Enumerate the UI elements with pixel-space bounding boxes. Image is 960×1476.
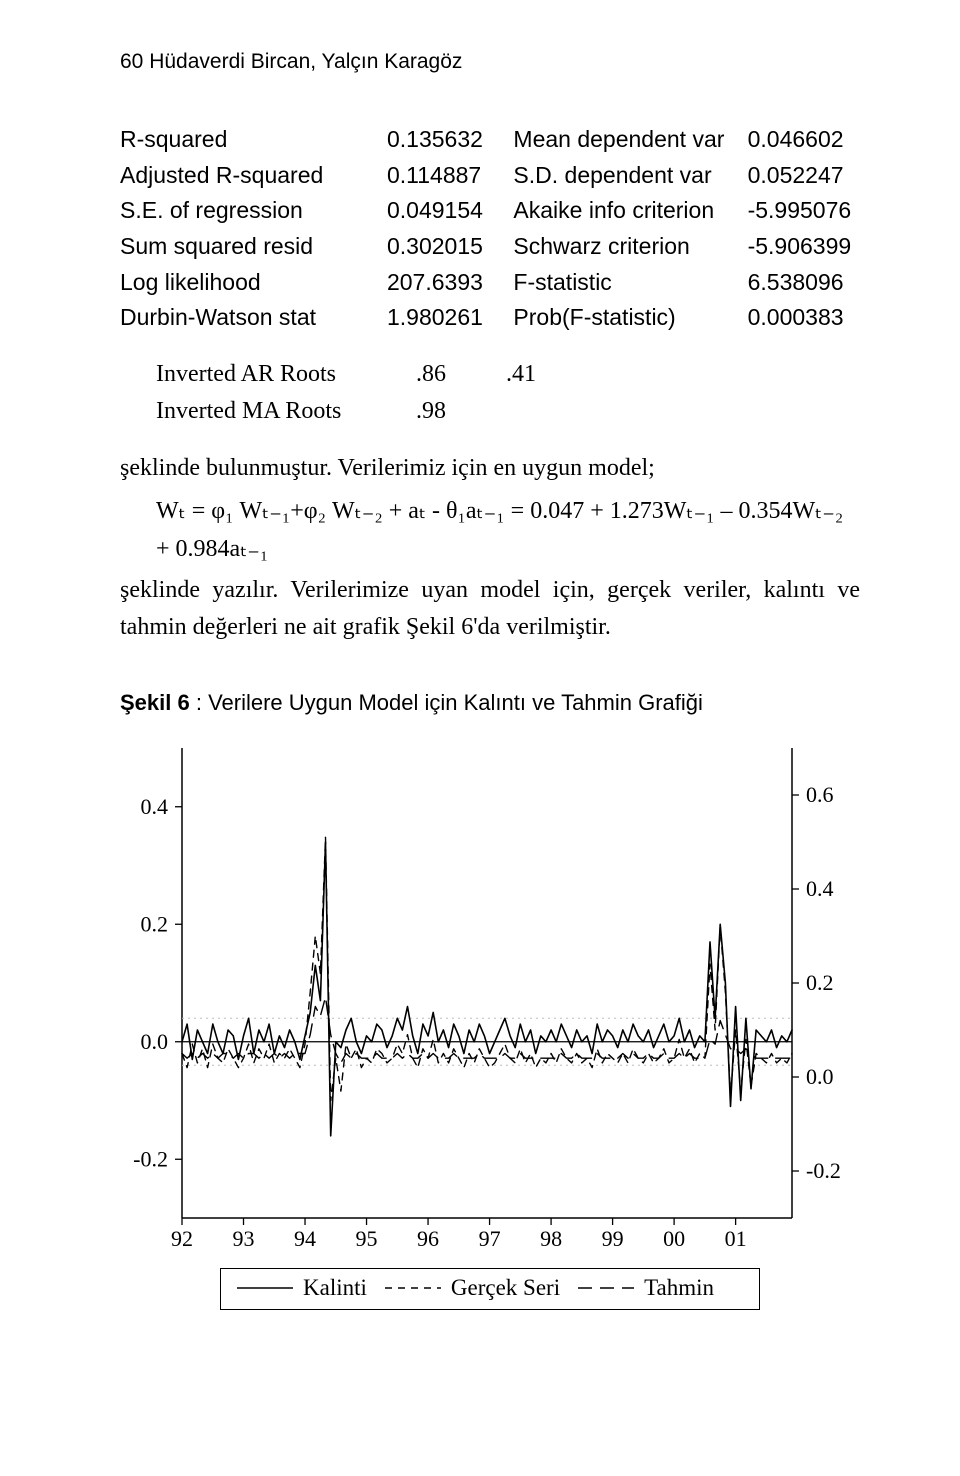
stats-cell: Akaike info criterion (513, 193, 747, 229)
roots-cell: Inverted AR Roots (156, 356, 416, 393)
roots-cell (506, 393, 596, 430)
legend-label-residual: Kalinti (303, 1275, 367, 1301)
roots-cell: .86 (416, 356, 506, 393)
roots-cell: .98 (416, 393, 506, 430)
svg-text:01: 01 (725, 1226, 747, 1251)
stats-cell: 6.538096 (748, 265, 860, 301)
svg-text:92: 92 (171, 1226, 193, 1251)
stats-cell: 0.000383 (748, 300, 860, 336)
stats-cell: 0.135632 (387, 122, 513, 158)
stats-cell: 207.6393 (387, 265, 513, 301)
stats-cell: 0.302015 (387, 229, 513, 265)
stats-cell: -5.906399 (748, 229, 860, 265)
stats-cell: 0.046602 (748, 122, 860, 158)
figure-caption: Şekil 6 : Verilere Uygun Model için Kalı… (120, 690, 860, 716)
svg-text:0.0: 0.0 (141, 1029, 169, 1054)
svg-text:-0.2: -0.2 (133, 1146, 168, 1171)
stats-cell: F-statistic (513, 265, 747, 301)
model-equation: Wₜ = φ₁ Wₜ₋₁+φ₂ Wₜ₋₂ + aₜ - θ₁aₜ₋₁ = 0.0… (156, 493, 860, 567)
body-paragraph-1: şeklinde bulunmuştur. Verilerimiz için e… (120, 450, 860, 487)
chart-svg: -0.2 0.0 0.2 0.4 -0.2 0.0 0.2 0.4 0.6 92 93 94 95 96 9… (120, 738, 860, 1258)
legend-item-fitted: Tahmin (578, 1275, 714, 1301)
stats-cell: R-squared (120, 122, 387, 158)
stats-cell: S.D. dependent var (513, 158, 747, 194)
stats-cell: 0.049154 (387, 193, 513, 229)
stats-cell: -5.995076 (748, 193, 860, 229)
page-header: 60 Hüdaverdi Bircan, Yalçın Karagöz (120, 50, 860, 74)
svg-text:0.4: 0.4 (806, 876, 834, 901)
stats-cell: 1.980261 (387, 300, 513, 336)
stats-cell: Adjusted R-squared (120, 158, 387, 194)
svg-text:93: 93 (233, 1226, 255, 1251)
regression-stats-table: R-squared0.135632Mean dependent var0.046… (120, 122, 860, 336)
svg-text:-0.2: -0.2 (806, 1158, 841, 1183)
inverted-roots-table: Inverted AR Roots.86.41 Inverted MA Roots… (156, 356, 860, 430)
svg-text:97: 97 (479, 1226, 501, 1251)
svg-text:0.2: 0.2 (141, 911, 169, 936)
svg-text:0.0: 0.0 (806, 1064, 834, 1089)
stats-cell: Prob(F-statistic) (513, 300, 747, 336)
stats-cell: 0.114887 (387, 158, 513, 194)
body-paragraph-2: şeklinde yazılır. Verilerimize uyan mode… (120, 572, 860, 646)
stats-cell: Mean dependent var (513, 122, 747, 158)
stats-cell: Durbin-Watson stat (120, 300, 387, 336)
stats-cell: Log likelihood (120, 265, 387, 301)
chart-legend: Kalinti Gerçek Seri Tahmin (220, 1268, 760, 1310)
roots-cell: .41 (506, 356, 596, 393)
legend-label-fitted: Tahmin (644, 1275, 714, 1301)
figure-label: Şekil 6 (120, 690, 196, 715)
svg-text:0.4: 0.4 (141, 794, 169, 819)
svg-text:96: 96 (417, 1226, 439, 1251)
svg-text:0.6: 0.6 (806, 782, 834, 807)
legend-item-residual: Kalinti (237, 1275, 367, 1301)
stats-cell: Schwarz criterion (513, 229, 747, 265)
legend-label-actual: Gerçek Seri (451, 1275, 560, 1301)
svg-text:95: 95 (356, 1226, 378, 1251)
svg-text:0.2: 0.2 (806, 970, 834, 995)
roots-cell: Inverted MA Roots (156, 393, 416, 430)
stats-cell: 0.052247 (748, 158, 860, 194)
legend-item-actual: Gerçek Seri (385, 1275, 560, 1301)
figure-caption-text: : Verilere Uygun Model için Kalıntı ve T… (196, 690, 703, 715)
stats-cell: S.E. of regression (120, 193, 387, 229)
svg-text:00: 00 (663, 1226, 685, 1251)
svg-text:99: 99 (602, 1226, 624, 1251)
svg-text:94: 94 (294, 1226, 316, 1251)
stats-cell: Sum squared resid (120, 229, 387, 265)
svg-text:98: 98 (540, 1226, 562, 1251)
residual-fit-chart: -0.2 0.0 0.2 0.4 -0.2 0.0 0.2 0.4 0.6 92 93 94 95 96 9… (120, 738, 860, 1258)
